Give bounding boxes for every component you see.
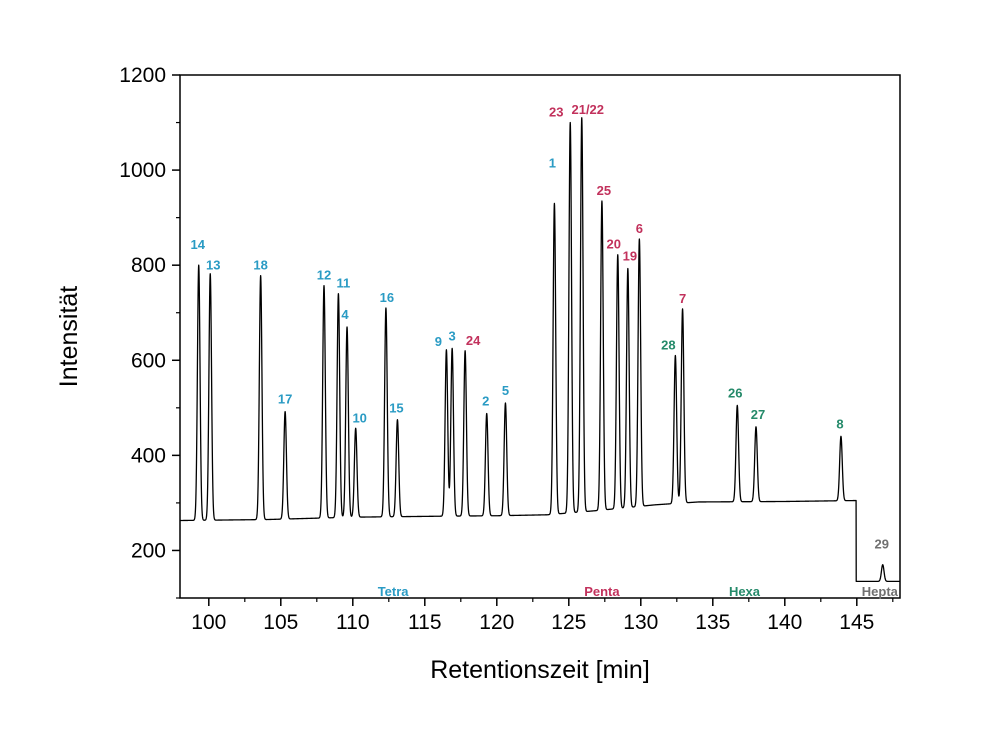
peak-label: 5 <box>502 383 509 398</box>
plot-frame <box>179 74 901 599</box>
peak-label: 19 <box>623 249 637 264</box>
x-tick-label: 145 <box>839 611 874 634</box>
x-axis-title: Retentionszeit [min] <box>430 656 650 684</box>
y-tick-label: 200 <box>131 539 166 562</box>
peak-label: 27 <box>751 407 765 422</box>
region-label: Tetra <box>378 584 410 599</box>
peak-label: 15 <box>389 401 403 416</box>
peak-label: 16 <box>380 290 394 305</box>
x-tick-label: 125 <box>551 611 586 634</box>
peak-label: 10 <box>352 410 366 425</box>
peak-label: 1 <box>549 155 556 170</box>
region-label: Hexa <box>729 584 761 599</box>
peak-label: 21/22 <box>571 102 604 117</box>
peak-label: 20 <box>607 237 621 252</box>
x-tick-label: 105 <box>263 611 298 634</box>
peak-label: 18 <box>253 258 267 273</box>
peak-label: 28 <box>661 338 675 353</box>
peak-label: 4 <box>341 307 349 322</box>
peak-label: 14 <box>190 237 205 252</box>
x-tick-label: 120 <box>479 611 514 634</box>
peak-label: 17 <box>278 392 292 407</box>
peak-label: 7 <box>679 291 686 306</box>
y-tick-label: 800 <box>131 254 166 277</box>
peak-label: 29 <box>874 537 888 552</box>
peak-label: 25 <box>597 183 611 198</box>
peak-label: 23 <box>549 105 563 120</box>
y-axis-title: Intensität <box>55 286 83 388</box>
peak-label: 11 <box>337 276 351 291</box>
peak-label: 8 <box>836 416 843 431</box>
y-tick-label: 1000 <box>119 159 166 182</box>
x-tick-label: 100 <box>191 611 226 634</box>
x-tick-label: 130 <box>623 611 658 634</box>
trace-layer <box>179 117 901 583</box>
axis-ticks: 100 105 110 115 120 125 130 135 140 1452004006008… <box>119 64 894 634</box>
y-tick-label: 400 <box>131 444 166 467</box>
peak-label: 13 <box>206 258 220 273</box>
y-tick-label: 1200 <box>119 64 166 87</box>
x-tick-label: 140 <box>767 611 802 634</box>
peak-label: 3 <box>449 328 456 343</box>
x-tick-label: 110 <box>336 611 369 634</box>
y-tick-label: 600 <box>131 349 166 372</box>
region-label: Penta <box>584 584 620 599</box>
peak-label: 6 <box>636 221 643 236</box>
peak-label: 9 <box>435 334 442 349</box>
peak-label: 2 <box>482 394 489 409</box>
x-tick-label: 115 <box>408 611 441 634</box>
region-labels: Tetra Penta Hexa Hepta <box>378 584 899 599</box>
region-label: Hepta <box>862 584 899 599</box>
peak-label: 24 <box>466 333 481 348</box>
peak-label: 12 <box>317 268 331 283</box>
x-tick-label: 135 <box>695 611 730 634</box>
chromatogram-trace <box>179 117 901 583</box>
peak-label: 26 <box>728 385 742 400</box>
